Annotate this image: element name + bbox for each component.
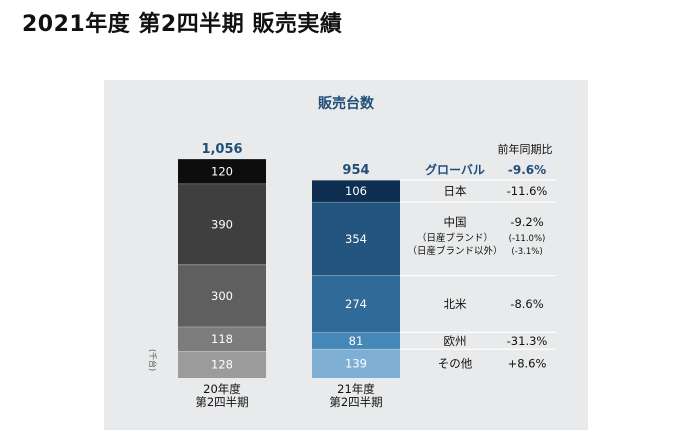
bar-data-label: 274	[345, 297, 367, 311]
category-label: 第2四半期	[329, 395, 382, 409]
yoy-row-label: 欧州	[444, 334, 467, 348]
category-label: 第2四半期	[195, 395, 248, 409]
yoy-row-label: 日本	[444, 184, 467, 198]
bar-data-label: 354	[345, 232, 367, 246]
bar-segment-fy20-4	[178, 351, 266, 378]
bar-segment-fy21-4	[312, 349, 400, 378]
yoy-row-value: -11.6%	[507, 184, 548, 198]
category-label: 21年度	[337, 382, 375, 396]
bar-segment-fy21-0	[312, 180, 400, 203]
chart-title: 販売台数	[318, 95, 375, 112]
bar-segment-fy20-2	[178, 264, 266, 327]
page-title: 2021年度 第2四半期 販売実績	[22, 12, 343, 37]
bar-data-label: 120	[211, 164, 233, 178]
yoy-sub-value: (-11.0%)	[509, 234, 546, 244]
yoy-row-label: 北米	[444, 297, 467, 311]
yoy-row-value: -9.2%	[510, 215, 543, 229]
bar-data-label: 128	[211, 358, 233, 372]
bar-total-label: 954	[342, 163, 369, 178]
yoy-global-label: グローバル	[425, 162, 485, 177]
bar-data-label: 81	[349, 334, 364, 348]
bar-segment-fy21-1	[312, 202, 400, 276]
yoy-row-value: -8.6%	[510, 297, 543, 311]
bar-data-label: 139	[345, 357, 367, 371]
bar-segment-fy20-3	[178, 326, 266, 352]
bar-segment-fy21-2	[312, 275, 400, 333]
yoy-row-value: -31.3%	[507, 334, 548, 348]
yoy-global-value: -9.6%	[508, 163, 546, 177]
category-label: 20年度	[203, 382, 241, 396]
bar-segment-fy20-1	[178, 183, 266, 265]
yoy-sub-label: （日産ブランド）	[417, 232, 493, 244]
bar-data-label: 106	[345, 184, 367, 198]
bar-data-label: 390	[211, 217, 233, 231]
bar-data-label: 300	[211, 289, 233, 303]
yoy-header: 前年同期比	[498, 142, 553, 156]
yoy-row-value: +8.6%	[508, 357, 547, 371]
bar-segment-fy21-3	[312, 332, 400, 350]
unit-label: (千台)	[148, 349, 158, 371]
bar-segment-fy20-0	[178, 159, 266, 184]
yoy-sub-value: (-3.1%)	[511, 247, 542, 257]
bar-data-label: 118	[211, 332, 233, 346]
bar-total-label: 1,056	[201, 142, 242, 157]
yoy-row-label: その他	[438, 357, 473, 371]
yoy-sub-label: （日産ブランド以外）	[407, 245, 502, 257]
yoy-row-label: 中国	[444, 215, 467, 229]
